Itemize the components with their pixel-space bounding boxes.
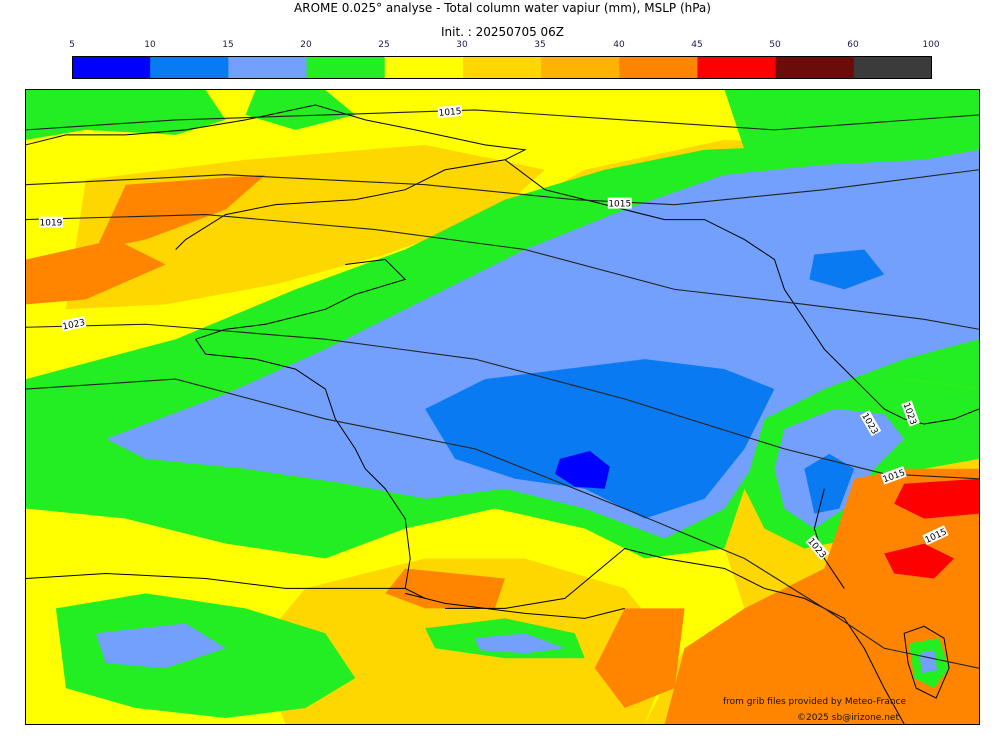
- colorbar-swatch: [462, 56, 542, 79]
- isobar-labels: 1015 1015 1019 1023 1015 1023: [38, 104, 949, 561]
- data-source-credit: from grib files provided by Meteo-France: [723, 697, 907, 707]
- init-time: Init. : 20250705 06Z: [440, 25, 565, 39]
- border-spain: [405, 592, 625, 619]
- colorbar-tick: 15: [222, 40, 234, 50]
- field-corsica-blue: [919, 650, 938, 674]
- coastlines: [26, 104, 979, 724]
- colorbar-swatch: [306, 56, 386, 79]
- isobar: [26, 109, 979, 131]
- isobar: [26, 378, 979, 669]
- field-pyrenees-blue: [475, 633, 565, 654]
- colorbar-swatch: [228, 56, 308, 79]
- isobar-label: 1015: [608, 200, 631, 210]
- field-po-red: [894, 478, 979, 519]
- colorbar-tick: 50: [769, 40, 781, 50]
- colorbar-swatch: [150, 56, 229, 79]
- coast-france-north: [194, 258, 407, 390]
- colorbar-tick: 35: [534, 40, 546, 50]
- field-iberia-paleblue: [95, 623, 226, 669]
- isobar: [26, 169, 979, 206]
- field-deepblue-core: [554, 450, 610, 489]
- colorbar-tick: 40: [613, 40, 625, 50]
- colorbar-tick: 20: [300, 40, 312, 50]
- colorbar-swatch: [541, 56, 620, 79]
- field-alps-midblue: [804, 453, 855, 514]
- border-germany: [803, 319, 865, 390]
- colorbar-tick: 5: [69, 40, 75, 50]
- map-title: AROME 0.025° analyse - Total column wate…: [294, 1, 711, 15]
- border-belgium: [664, 219, 805, 320]
- coast-france-west: [324, 388, 411, 589]
- colorbar-frame: [72, 56, 932, 79]
- isobar: [26, 323, 979, 480]
- isobars: [26, 109, 979, 669]
- field-midblue-center: [425, 359, 775, 519]
- colorbar-tick: 100: [922, 40, 940, 50]
- isobar-label: 1023: [62, 318, 86, 333]
- field-green-north: [245, 90, 356, 130]
- isobar-label: 1015: [438, 107, 462, 119]
- field-orange-channel: [95, 174, 266, 250]
- colorbar-ticks: 5 10 15 20 25 30 35 40 45 50 60 100: [0, 40, 1005, 54]
- field-iberia-green: [55, 593, 356, 719]
- coast-iberia: [26, 572, 426, 599]
- field-midblue-east: [809, 249, 885, 290]
- field-ligurian-red: [884, 543, 955, 579]
- field-orange-atlantic: [26, 239, 166, 305]
- coast-med: [445, 548, 905, 724]
- colorbar-tick: 60: [847, 40, 859, 50]
- colorbar-swatch: [72, 56, 151, 79]
- colorbar: [72, 56, 932, 79]
- colorbar-swatch: [384, 56, 464, 79]
- colorbar-swatch: [853, 56, 932, 79]
- colorbar-swatch: [619, 56, 698, 79]
- field-south-orange: [594, 608, 685, 709]
- field-po-orange: [664, 468, 979, 724]
- copyright-credit: ©2025 sb@irizone.net: [797, 713, 899, 723]
- colorbar-swatch: [775, 56, 855, 79]
- colorbar-tick: 10: [144, 40, 156, 50]
- field-green-uk: [26, 90, 226, 140]
- colorbar-tick: 45: [691, 40, 703, 50]
- colorbar-swatch: [697, 56, 777, 79]
- field-med-orange: [385, 568, 505, 609]
- water-vapour-map: 1015 1015 1019 1023 1015 1023: [25, 89, 980, 725]
- coast-corsica: [903, 625, 950, 699]
- colorbar-tick: 25: [378, 40, 390, 50]
- isobar: [26, 214, 979, 330]
- isobar-label: 1019: [40, 219, 63, 229]
- coast-uk: [26, 104, 527, 250]
- colorbar-tick: 30: [456, 40, 468, 50]
